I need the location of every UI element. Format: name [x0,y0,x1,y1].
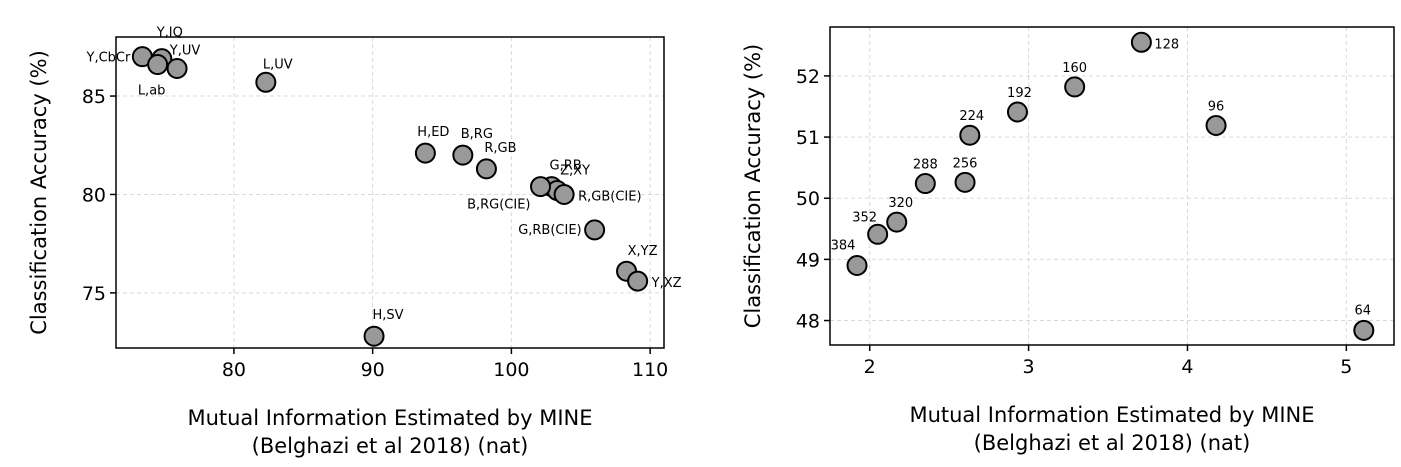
data-point-label: 352 [852,210,877,225]
y-tick-label: 49 [796,249,820,271]
chart-panel-1: 80 90 100 110 75 80 85 Y,IQ Y,CbCr Y,UV L,ab L,UV H,… [27,26,682,458]
data-point-label: R,GB [484,141,516,156]
data-point [584,219,606,241]
y-tick-label: 75 [82,283,106,305]
data-point-label: B,RG [461,127,493,142]
x-axis-label: Mutual Information Estimated by MINE [909,403,1314,427]
chart-panel-2: 2 3 4 5 48 49 50 51 52 128 160 192 96 224 288 256 320 352… [741,26,1395,455]
x-tick-label: 4 [1181,356,1193,378]
y-axis-label: Classification Accuracy (%) [27,50,51,335]
data-point [1130,31,1152,53]
y-axis-label: Classification Accuracy (%) [741,44,765,329]
data-point [363,325,385,347]
y-tick-label: 52 [796,66,820,88]
data-point-label: G,RB [550,159,582,174]
x-tick-label: 5 [1340,356,1352,378]
data-point [1006,101,1028,123]
x-axis-label: (Belghazi et al 2018) (nat) [252,434,529,458]
data-point [475,158,497,180]
x-axis-label: (Belghazi et al 2018) (nat) [974,431,1251,455]
data-point-label: Y,CbCr [86,51,131,66]
data-point [452,144,474,166]
data-point-label: H,ED [417,125,449,140]
x-tick-label: 90 [361,359,385,381]
data-point-label: X,YZ [628,244,658,259]
data-point-label: 96 [1208,99,1225,114]
data-point [255,71,277,93]
data-point [530,176,552,198]
y-tick-label: 48 [796,311,820,333]
data-point-label: 128 [1154,37,1179,52]
data-point-label: 256 [953,156,978,171]
data-point [959,124,981,146]
x-axis-label: Mutual Information Estimated by MINE [187,406,592,430]
x-tick-label: 80 [222,359,246,381]
data-point-label: 160 [1062,61,1087,76]
x-tick-label: 2 [864,356,876,378]
data-point-label: G,RB(CIE) [518,223,581,238]
data-point [914,173,936,195]
data-point [166,57,188,79]
x-tick-label: 110 [632,359,668,381]
data-point-label: 224 [959,109,984,124]
y-tick-label: 50 [796,188,820,210]
data-point-label: L,UV [263,57,293,72]
data-point-label: B,RG(CIE) [467,198,530,213]
y-tick-label: 51 [796,127,820,149]
data-point [846,255,868,276]
data-point [414,142,436,164]
data-point [627,270,649,292]
data-point [553,183,575,205]
x-tick-label: 3 [1023,356,1035,378]
data-point [1353,319,1375,341]
data-point [954,171,976,193]
data-point [886,211,908,233]
y-tick-label: 85 [82,86,106,108]
plot-frame [115,36,665,349]
x-tick-label: 100 [493,359,529,381]
data-point-label: 288 [913,158,938,173]
data-point-label: H,SV [373,308,404,323]
data-point-label: Y,IQ [156,26,183,41]
data-point [867,223,889,245]
data-point-label: Y,XZ [651,276,682,291]
data-point-label: L,ab [138,84,166,99]
data-point-label: 64 [1355,303,1372,318]
data-point-label: 192 [1007,86,1032,101]
data-point [1064,76,1086,98]
data-point-label: Y,UV [169,43,201,58]
data-point-label: R,GB(CIE) [578,189,641,204]
data-point [147,54,169,76]
y-tick-label: 80 [82,184,106,206]
data-point [1205,114,1227,136]
plot-frame [829,26,1395,346]
data-point-label: Z,XY [560,164,590,179]
data-point-label: 384 [831,239,856,254]
data-point-label: 320 [888,196,913,211]
